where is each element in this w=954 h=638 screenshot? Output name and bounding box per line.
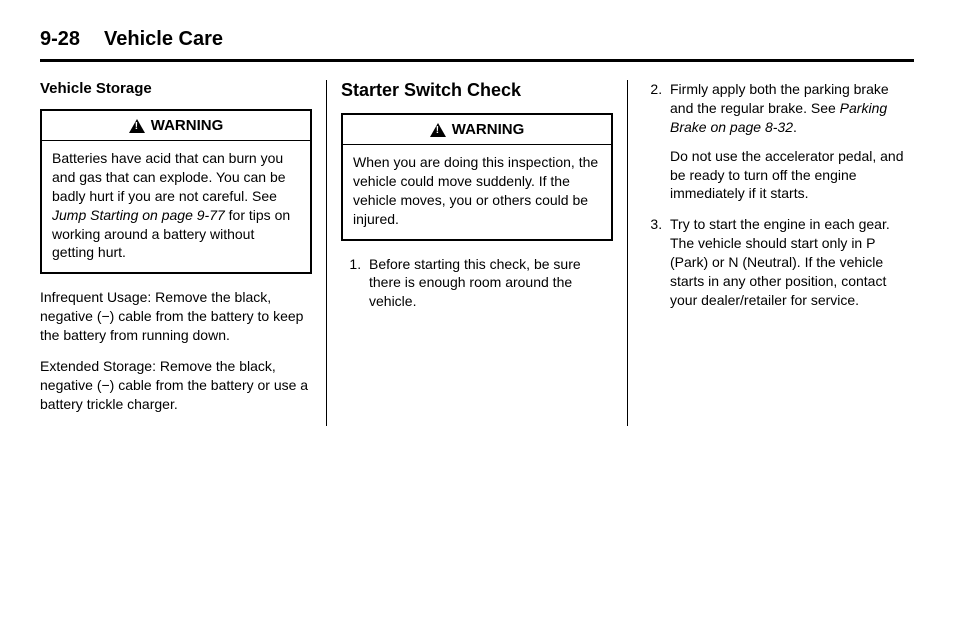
step-2: Firmly apply both the parking brake and … — [666, 80, 914, 203]
warning-text-pre: Batteries have acid that can burn you an… — [52, 150, 286, 204]
steps-list-col2: Before starting this check, be sure ther… — [341, 255, 613, 312]
warning-triangle-icon — [430, 123, 446, 137]
warning-body-storage: Batteries have acid that can burn you an… — [42, 141, 310, 272]
section-title: Vehicle Care — [104, 28, 223, 51]
storage-para-1: Infrequent Usage: Remove the black, nega… — [40, 288, 312, 345]
steps-list-col3: Firmly apply both the parking brake and … — [642, 80, 914, 310]
warning-header: WARNING — [343, 115, 611, 145]
warning-body-starter: When you are doing this inspection, the … — [343, 145, 611, 239]
content-columns: Vehicle Storage WARNING Batteries have a… — [40, 80, 914, 426]
column-1: Vehicle Storage WARNING Batteries have a… — [40, 80, 327, 426]
step2-post: . — [793, 119, 797, 135]
warning-box-starter: WARNING When you are doing this inspecti… — [341, 113, 613, 241]
vehicle-storage-heading: Vehicle Storage — [40, 80, 312, 97]
warning-label: WARNING — [452, 121, 525, 138]
page-header: 9-28 Vehicle Care — [40, 28, 914, 62]
step-1: Before starting this check, be sure ther… — [365, 255, 613, 312]
page-number: 9-28 — [40, 28, 80, 51]
warning-text-ref: Jump Starting on page 9‑77 — [52, 207, 225, 223]
step2-subpara: Do not use the accelerator pedal, and be… — [670, 147, 914, 204]
warning-header: WARNING — [42, 111, 310, 141]
starter-switch-heading: Starter Switch Check — [341, 80, 613, 101]
warning-box-storage: WARNING Batteries have acid that can bur… — [40, 109, 312, 274]
warning-triangle-icon — [129, 119, 145, 133]
storage-para-2: Extended Storage: Remove the black, nega… — [40, 357, 312, 414]
column-3: Firmly apply both the parking brake and … — [628, 80, 914, 426]
step-3: Try to start the engine in each gear. Th… — [666, 215, 914, 309]
warning-label: WARNING — [151, 117, 224, 134]
column-2: Starter Switch Check WARNING When you ar… — [327, 80, 628, 426]
